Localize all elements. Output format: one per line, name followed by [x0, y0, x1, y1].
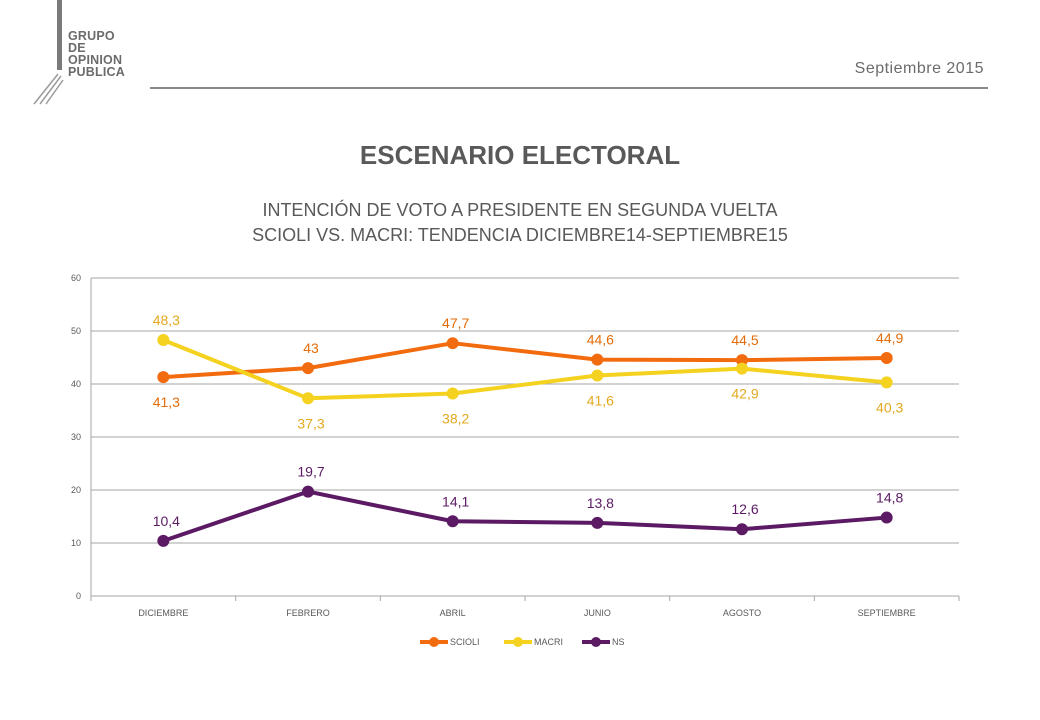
data-point-macri [591, 369, 604, 382]
data-point-ns [157, 534, 170, 547]
data-point-scioli [157, 371, 170, 384]
data-point-scioli [302, 362, 314, 375]
data-point-scioli [880, 352, 893, 365]
logo-stripe [33, 73, 59, 105]
data-label-macri: 40,3 [876, 399, 903, 415]
data-label-macri: 48,3 [153, 312, 180, 328]
x-tick-label: DICIEMBRE [138, 608, 188, 618]
legend-marker-scioli [429, 637, 439, 647]
x-tick-label: JUNIO [584, 608, 611, 618]
data-label-scioli: 47,7 [442, 315, 469, 331]
y-tick-label: 60 [71, 273, 81, 283]
logo-graphic [33, 0, 64, 105]
data-label-ns: 14,8 [876, 490, 903, 506]
data-point-macri [736, 362, 748, 375]
data-point-ns [446, 515, 459, 528]
data-label-scioli: 44,6 [587, 332, 614, 348]
y-tick-label: 40 [71, 379, 81, 389]
series-line-macri [162, 338, 887, 401]
data-label-scioli: 41,3 [153, 394, 180, 410]
data-point-scioli [736, 354, 748, 367]
logo-line: PUBLICA [68, 65, 125, 79]
data-label-macri: 38,2 [442, 411, 469, 427]
y-tick-label: 30 [71, 432, 81, 442]
data-label-macri: 41,6 [587, 393, 614, 409]
data-label-macri: 42,9 [731, 386, 758, 402]
x-tick-label: AGOSTO [723, 608, 761, 618]
data-point-macri [157, 334, 170, 347]
chart-subtitle-2: SCIOLI VS. MACRI: TENDENCIA DICIEMBRE14-… [252, 225, 788, 245]
logo-bar [57, 0, 62, 70]
data-point-ns [736, 523, 748, 536]
chart-subtitle-1: INTENCIÓN DE VOTO A PRESIDENTE EN SEGUND… [262, 200, 778, 220]
data-point-macri [880, 376, 893, 389]
series-line-ns [162, 489, 887, 543]
series-line-scioli [163, 341, 887, 380]
logo-stripe [39, 75, 62, 105]
data-point-ns [302, 485, 314, 498]
logo-line: OPINION [68, 53, 123, 67]
y-tick-label: 0 [76, 591, 81, 601]
y-tick-label: 50 [71, 326, 81, 336]
y-tick-label: 10 [71, 538, 81, 548]
data-point-ns [591, 516, 604, 529]
legend-marker-macri [513, 637, 523, 647]
report-date: Septiembre 2015 [854, 60, 984, 77]
logo-stripe [45, 79, 64, 105]
legend-label-scioli: SCIOLI [450, 637, 480, 647]
data-point-macri [302, 392, 314, 405]
data-label-ns: 12,6 [731, 501, 758, 517]
logo-line: GRUPO [68, 29, 115, 43]
y-tick-label: 20 [71, 485, 81, 495]
data-point-scioli [446, 337, 459, 350]
data-point-scioli [591, 353, 604, 366]
data-label-scioli: 43 [303, 340, 319, 356]
legend-label-ns: NS [612, 637, 625, 647]
data-label-scioli: 44,5 [731, 332, 758, 348]
logo-text: GRUPO DE OPINION PUBLICA [68, 29, 125, 79]
data-label-ns: 14,1 [442, 493, 469, 509]
x-tick-label: FEBRERO [286, 608, 330, 618]
page-title: ESCENARIO ELECTORAL [359, 140, 681, 170]
logo-line: DE [68, 41, 86, 55]
x-tick-label: ABRIL [440, 608, 466, 618]
data-label-scioli: 44,9 [876, 330, 903, 346]
data-point-macri [446, 387, 459, 400]
x-tick-label: SEPTIEMBRE [858, 608, 916, 618]
header-rule [150, 87, 988, 89]
line-chart: 0 10 20 30 40 50 60 DICIEMBRE FEBRERO ABRIL JUNIO A… [71, 273, 960, 647]
legend-label-macri: MACRI [534, 637, 563, 647]
data-label-ns: 19,7 [297, 464, 324, 480]
data-label-macri: 37,3 [297, 415, 324, 431]
legend-marker-ns [591, 637, 601, 647]
data-point-ns [880, 511, 893, 524]
data-label-ns: 10,4 [153, 513, 180, 529]
data-label-ns: 13,8 [587, 495, 614, 511]
